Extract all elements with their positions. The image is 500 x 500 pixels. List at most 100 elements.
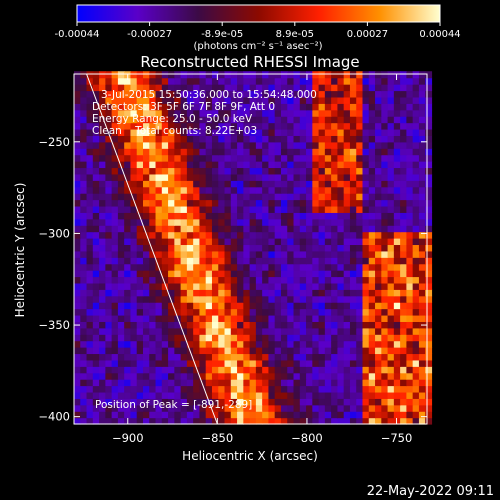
heatmap-cell	[180, 135, 188, 143]
heatmap-cell	[86, 186, 94, 194]
heatmap-cell	[136, 334, 144, 342]
heatmap-cell	[168, 225, 175, 233]
heatmap-cell	[249, 347, 257, 355]
heatmap-cell	[274, 84, 282, 92]
heatmap-cell	[161, 167, 169, 175]
heatmap-cell	[86, 289, 94, 297]
heatmap-cell	[400, 116, 407, 124]
heatmap-cell	[168, 135, 175, 143]
heatmap-cell	[337, 161, 345, 169]
heatmap-cell	[343, 314, 351, 322]
heatmap-cell	[287, 103, 295, 111]
heatmap-cell	[356, 302, 364, 310]
heatmap-cell	[299, 270, 307, 278]
heatmap-cell	[387, 167, 395, 175]
heatmap-cell	[80, 218, 88, 226]
heatmap-cell	[262, 385, 270, 393]
heatmap-cell	[117, 180, 125, 188]
heatmap-cell	[280, 205, 288, 213]
heatmap-cell	[99, 366, 106, 374]
heatmap-cell	[86, 231, 94, 239]
heatmap-cell	[375, 289, 382, 297]
heatmap-cell	[193, 270, 201, 278]
heatmap-cell	[92, 225, 100, 233]
heatmap-cell	[312, 411, 320, 419]
heatmap-cell	[117, 141, 125, 149]
heatmap-cell	[356, 173, 364, 181]
heatmap-cell	[237, 295, 244, 303]
heatmap-cell	[218, 282, 226, 290]
heatmap-cell	[130, 263, 138, 271]
heatmap-cell	[243, 135, 251, 143]
heatmap-cell	[337, 141, 345, 149]
heatmap-cell	[255, 385, 263, 393]
heatmap-cell	[274, 372, 282, 380]
heatmap-cell	[393, 250, 401, 258]
heatmap-cell	[406, 193, 414, 201]
heatmap-cell	[362, 372, 370, 380]
heatmap-cell	[124, 238, 132, 246]
heatmap-cell	[186, 225, 194, 233]
heatmap-cell	[237, 225, 244, 233]
heatmap-cell	[180, 366, 188, 374]
heatmap-cell	[331, 302, 338, 310]
heatmap-cell	[193, 379, 201, 387]
heatmap-cell	[262, 404, 270, 412]
heatmap-cell	[375, 173, 382, 181]
heatmap-cell	[312, 109, 320, 117]
heatmap-cell	[331, 366, 338, 374]
heatmap-cell	[387, 359, 395, 367]
heatmap-cell	[418, 257, 426, 265]
heatmap-cell	[224, 161, 232, 169]
heatmap-cell	[142, 379, 150, 387]
heatmap-cell	[168, 334, 175, 342]
heatmap-cell	[356, 379, 364, 387]
heatmap-cell	[205, 141, 213, 149]
heatmap-cell	[318, 90, 326, 98]
heatmap-cell	[331, 353, 338, 361]
heatmap-cell	[324, 321, 332, 329]
heatmap-cell	[180, 154, 188, 162]
heatmap-cell	[149, 90, 157, 98]
heatmap-cell	[80, 225, 88, 233]
heatmap-cell	[418, 167, 426, 175]
heatmap-cell	[356, 161, 364, 169]
heatmap-cell	[274, 379, 282, 387]
heatmap-cell	[293, 302, 301, 310]
heatmap-cell	[393, 128, 401, 136]
heatmap-cell	[293, 321, 301, 329]
heatmap-cell	[262, 199, 270, 207]
heatmap-cell	[211, 122, 219, 130]
heatmap-cell	[161, 199, 169, 207]
heatmap-cell	[343, 199, 351, 207]
heatmap-cell	[362, 212, 370, 220]
heatmap-cell	[211, 161, 219, 169]
heatmap-cell	[230, 173, 238, 181]
heatmap-cell	[136, 295, 144, 303]
heatmap-cell	[312, 193, 320, 201]
heatmap-cell	[99, 218, 106, 226]
heatmap-cell	[343, 231, 351, 239]
heatmap-cell	[86, 263, 94, 271]
heatmap-cell	[349, 359, 357, 367]
heatmap-cell	[368, 295, 376, 303]
heatmap-cell	[80, 391, 88, 399]
heatmap-cell	[249, 231, 257, 239]
heatmap-cell	[193, 353, 201, 361]
heatmap-cell	[331, 205, 338, 213]
heatmap-cell	[211, 90, 219, 98]
heatmap-cell	[268, 372, 276, 380]
heatmap-cell	[168, 154, 175, 162]
heatmap-cell	[387, 404, 395, 412]
heatmap-cell	[224, 340, 232, 348]
heatmap-cell	[318, 347, 326, 355]
heatmap-cell	[375, 411, 382, 419]
heatmap-cell	[418, 340, 426, 348]
heatmap-cell	[387, 109, 395, 117]
heatmap-cell	[86, 359, 94, 367]
heatmap-cell	[224, 379, 232, 387]
heatmap-cell	[262, 141, 270, 149]
heatmap-cell	[105, 96, 113, 104]
heatmap-cell	[117, 238, 125, 246]
heatmap-cell	[92, 270, 100, 278]
